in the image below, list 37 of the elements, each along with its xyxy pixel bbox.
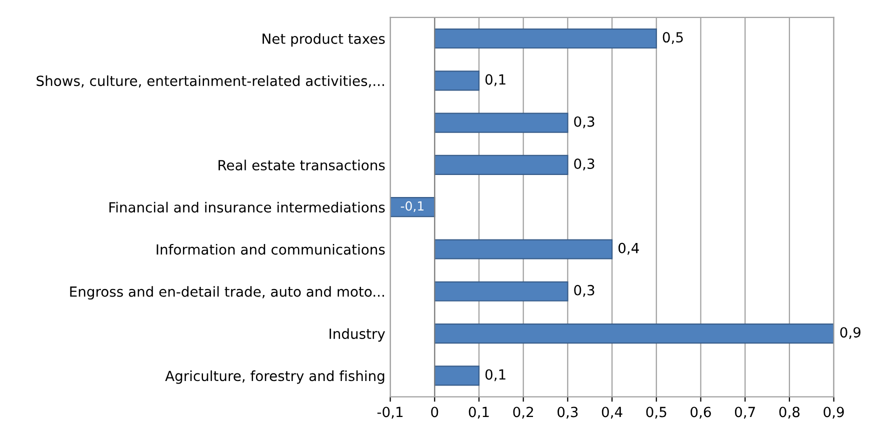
x-tick-label: 0,1 [468, 406, 489, 419]
y-tick-label: Financial and insurance intermediations [109, 202, 385, 213]
bar [434, 28, 657, 49]
y-tick-label: Shows, culture, entertainment-related activities,... [36, 75, 384, 88]
x-tick-label: 0,2 [513, 406, 533, 419]
x-tick-label: -0,1 [377, 406, 403, 419]
y-tick-label: Real estate transactions [218, 160, 385, 170]
x-tick-label: 0,7 [734, 406, 755, 419]
data-label: -0,1 [400, 201, 424, 212]
x-tick-label: 0,8 [779, 406, 800, 419]
data-label: 0,1 [485, 369, 506, 382]
bar [434, 281, 568, 302]
x-tick-label: 0,4 [602, 406, 622, 419]
x-tick-label: 0 [431, 406, 438, 418]
data-label: 0,3 [574, 158, 594, 170]
y-tick-label: Net product taxes [262, 33, 385, 47]
y-tick-label: Engross and en-detail trade, auto and moto... [70, 286, 384, 300]
x-tick-label: 0,6 [690, 406, 711, 419]
x-tick-label: 0,9 [824, 406, 844, 419]
y-tick-label: Agriculture, forestry and fishing [165, 370, 384, 384]
data-label: 0,3 [574, 116, 594, 128]
y-tick-label: Industry [330, 328, 386, 342]
x-tick-label: 0,5 [646, 406, 666, 419]
bar [434, 366, 480, 386]
bar [434, 154, 568, 175]
bar [434, 70, 480, 91]
data-label: 0,9 [840, 327, 860, 339]
data-label: 0,5 [662, 32, 683, 44]
bar [434, 324, 834, 344]
data-label: 0,3 [574, 284, 594, 297]
x-tick-label: 0,3 [558, 406, 578, 419]
bar [434, 239, 613, 260]
data-label: 0,1 [485, 74, 506, 86]
y-tick-label: Information and communications [156, 244, 385, 255]
bar [390, 197, 436, 218]
bar [434, 112, 568, 133]
data-label: 0,4 [618, 242, 639, 255]
